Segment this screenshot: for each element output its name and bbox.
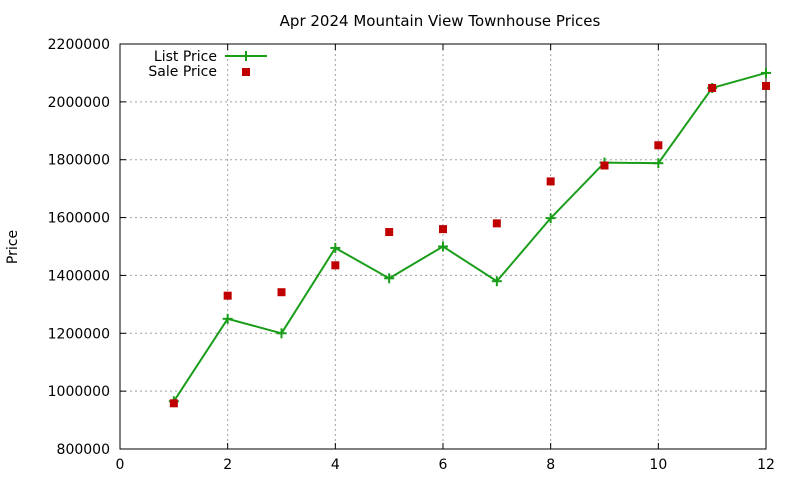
y-tick-label: 1200000 [48,326,110,342]
list-price-point [491,276,502,287]
sale-price-point [546,177,555,186]
y-tick-label: 2000000 [48,95,110,111]
list-price-point [276,328,287,339]
y-tick-label: 1000000 [48,384,110,400]
x-tick-label: 2 [223,457,232,473]
x-tick-label: 0 [116,457,125,473]
sale-price-point [169,399,178,408]
x-tick-label: 12 [757,457,775,473]
sale-price-point [331,261,340,270]
sale-price-point [762,81,770,90]
legend-swatch-sale-price [242,68,250,76]
x-tick-label: 10 [649,457,667,473]
sale-price-point [600,161,609,170]
list-price-point [384,273,395,284]
ticks: 0 2 4 6 8 10 12 800000 1000000 1200000 1400000 1600… [48,37,775,473]
list-price-point [438,241,448,252]
sale-price-point [439,225,447,234]
y-tick-label: 1600000 [48,211,110,227]
chart-title: Apr 2024 Mountain View Townhouse Prices [280,12,601,30]
sale-price-point [385,228,394,237]
y-tick-label: 1800000 [48,153,110,169]
y-tick-label: 2200000 [48,37,110,53]
y-tick-label: 1400000 [48,268,110,284]
list-price-line [172,71,767,402]
x-tick-label: 6 [439,457,448,473]
series-layer [168,67,771,408]
sale-price-point [277,288,286,297]
sale-price-point [492,219,501,228]
sale-price-point [708,83,717,92]
legend-label-list-price: List Price [154,49,217,65]
list-price-point [653,158,664,169]
list-price-point [761,67,771,78]
sale-price-point [223,291,232,300]
legend-label-sale-price: Sale Price [148,64,217,80]
y-axis-label: Price [5,230,21,264]
x-tick-label: 8 [546,457,555,473]
x-tick-label: 4 [331,457,340,473]
list-price-point [222,313,233,324]
list-price-point [545,213,556,224]
y-tick-label: 800000 [57,442,110,458]
list-price-point [330,242,341,253]
sale-price-point [654,141,663,150]
